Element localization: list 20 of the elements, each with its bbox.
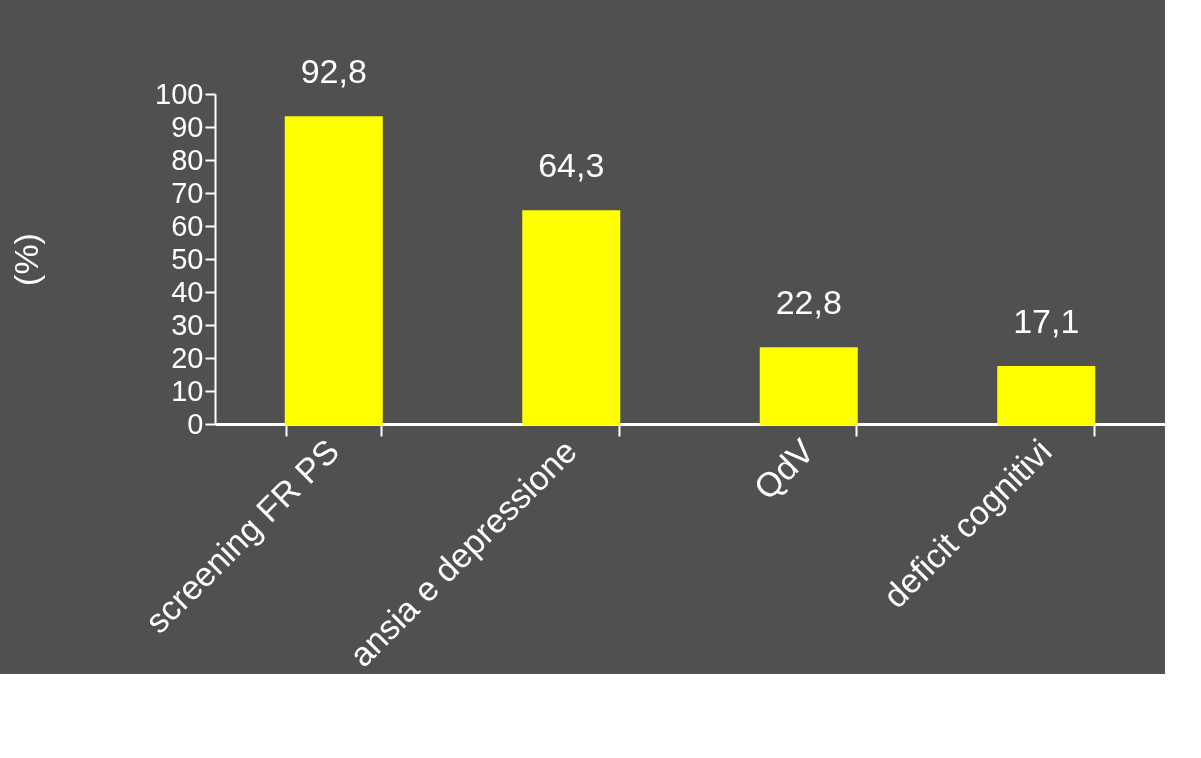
y-tick-label: 90 xyxy=(171,110,204,143)
y-tick-label: 70 xyxy=(171,176,204,209)
y-tick-label: 50 xyxy=(171,242,204,275)
data-label: 22,8 xyxy=(775,282,842,321)
y-tick-label: 40 xyxy=(171,275,204,308)
data-label: 17,1 xyxy=(1013,301,1080,340)
y-tick-label: 80 xyxy=(171,143,204,176)
y-tick-label: 100 xyxy=(155,77,204,110)
y-tick-label: 0 xyxy=(187,407,204,440)
y-tick-label: 20 xyxy=(171,341,204,374)
bar xyxy=(522,210,621,426)
data-label: 64,3 xyxy=(538,145,605,184)
y-tick-label: 60 xyxy=(171,209,204,242)
data-label: 92,8 xyxy=(300,51,367,90)
y-tick-label: 10 xyxy=(171,374,204,407)
y-tick-label: 30 xyxy=(171,308,204,341)
bar xyxy=(997,366,1096,426)
y-axis-title: (%) xyxy=(7,233,46,286)
bar xyxy=(284,116,383,426)
bar xyxy=(759,347,858,426)
